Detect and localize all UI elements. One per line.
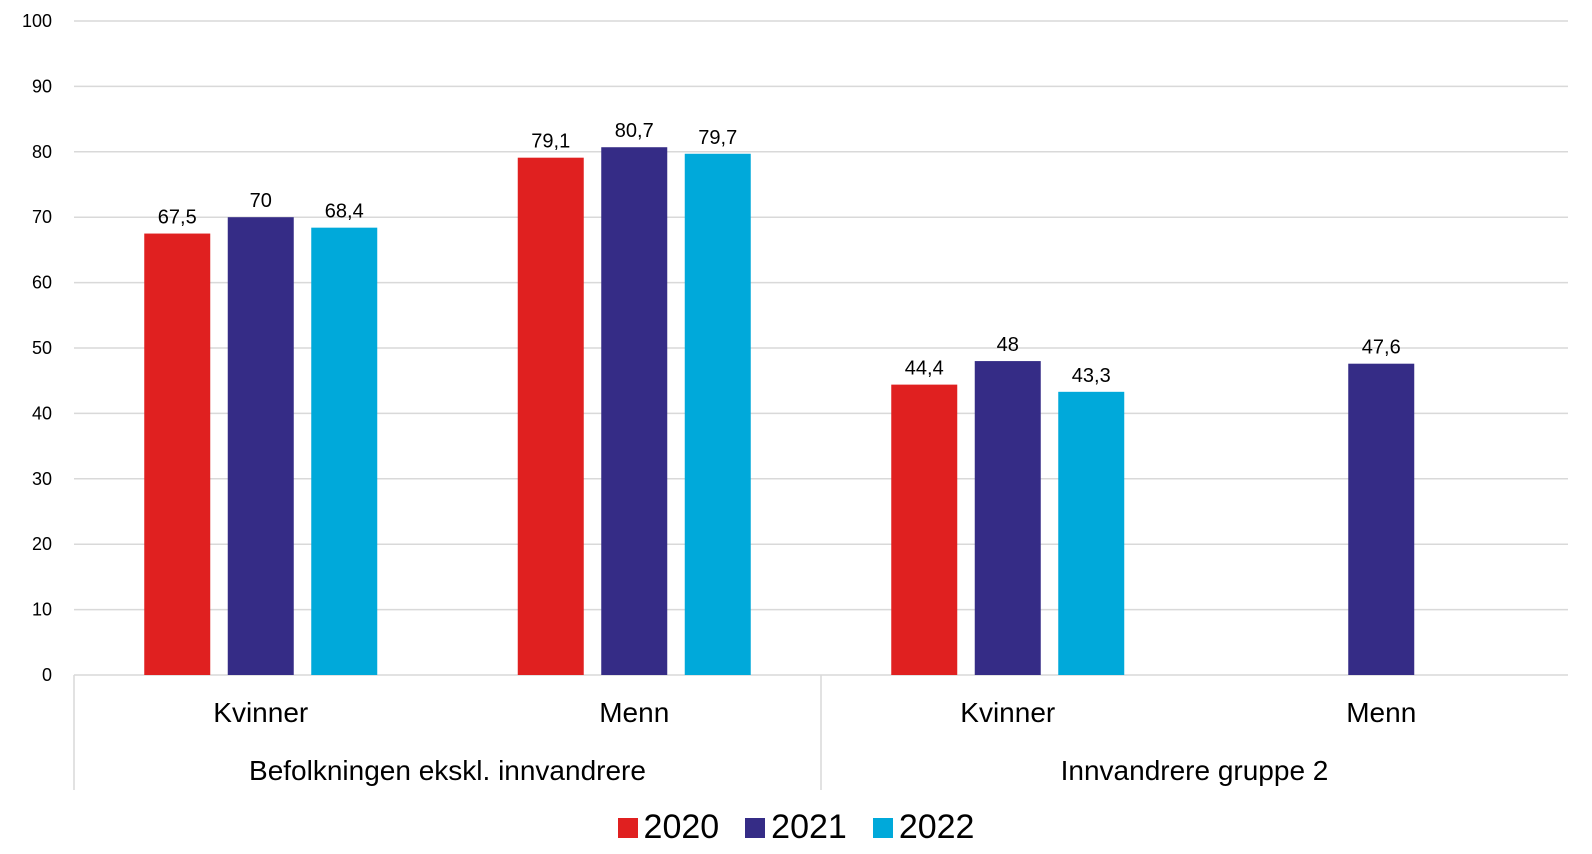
y-tick-label: 100 bbox=[22, 11, 52, 31]
data-label: 79,7 bbox=[698, 127, 737, 149]
bar-2021 bbox=[974, 361, 1041, 675]
x-group-label: Innvandrere gruppe 2 bbox=[1061, 755, 1329, 786]
bar-2022 bbox=[684, 153, 751, 676]
y-tick-label: 50 bbox=[32, 338, 52, 358]
legend: 2020 2021 2022 bbox=[0, 808, 1592, 847]
y-tick-label: 70 bbox=[32, 207, 52, 227]
y-tick-label: 30 bbox=[32, 469, 52, 489]
x-category-label: Kvinner bbox=[213, 697, 308, 728]
y-tick-label: 0 bbox=[42, 665, 52, 685]
legend-label-2022: 2022 bbox=[898, 808, 975, 846]
bar-2021 bbox=[227, 217, 294, 675]
data-label: 43,3 bbox=[1072, 365, 1111, 387]
x-category-label: Menn bbox=[1346, 697, 1416, 728]
data-label: 47,6 bbox=[1362, 337, 1401, 359]
y-tick-label: 40 bbox=[32, 403, 52, 423]
bar-2021 bbox=[1348, 363, 1415, 675]
legend-item-2021: 2021 bbox=[745, 808, 847, 847]
bar-2020 bbox=[144, 233, 211, 676]
bar-chart: 0 10 20 30 40 50 60 70 80 90 100 67,5 70 68,4 Kvinner 7… bbox=[22, 11, 1568, 790]
legend-swatch-2020 bbox=[617, 817, 638, 838]
legend-swatch-2022 bbox=[872, 817, 893, 838]
bar-2020 bbox=[891, 384, 958, 675]
data-label: 48 bbox=[997, 334, 1019, 356]
data-label: 79,1 bbox=[531, 131, 570, 153]
legend-swatch-2021 bbox=[745, 817, 766, 838]
y-tick-label: 60 bbox=[32, 273, 52, 293]
legend-item-2022: 2022 bbox=[872, 808, 975, 847]
legend-item-2020: 2020 bbox=[617, 808, 720, 847]
data-label: 70 bbox=[250, 190, 272, 212]
legend-label-2021: 2021 bbox=[771, 808, 847, 846]
x-group-label: Befolkningen ekskl. innvandrere bbox=[249, 755, 646, 786]
y-tick-label: 90 bbox=[32, 76, 52, 96]
y-tick-label: 80 bbox=[32, 142, 52, 162]
data-label: 44,4 bbox=[905, 358, 944, 380]
bar-2021 bbox=[601, 147, 668, 676]
bar-2022 bbox=[1058, 391, 1125, 675]
bar-2020 bbox=[517, 157, 584, 675]
x-category-label: Kvinner bbox=[960, 697, 1055, 728]
y-tick-label: 10 bbox=[32, 600, 52, 620]
data-label: 80,7 bbox=[615, 120, 654, 142]
legend-label-2020: 2020 bbox=[643, 808, 720, 846]
data-label: 68,4 bbox=[325, 201, 364, 223]
bar-2022 bbox=[311, 227, 378, 675]
data-label: 67,5 bbox=[158, 207, 197, 229]
y-tick-label: 20 bbox=[32, 534, 52, 554]
x-category-label: Menn bbox=[599, 697, 669, 728]
